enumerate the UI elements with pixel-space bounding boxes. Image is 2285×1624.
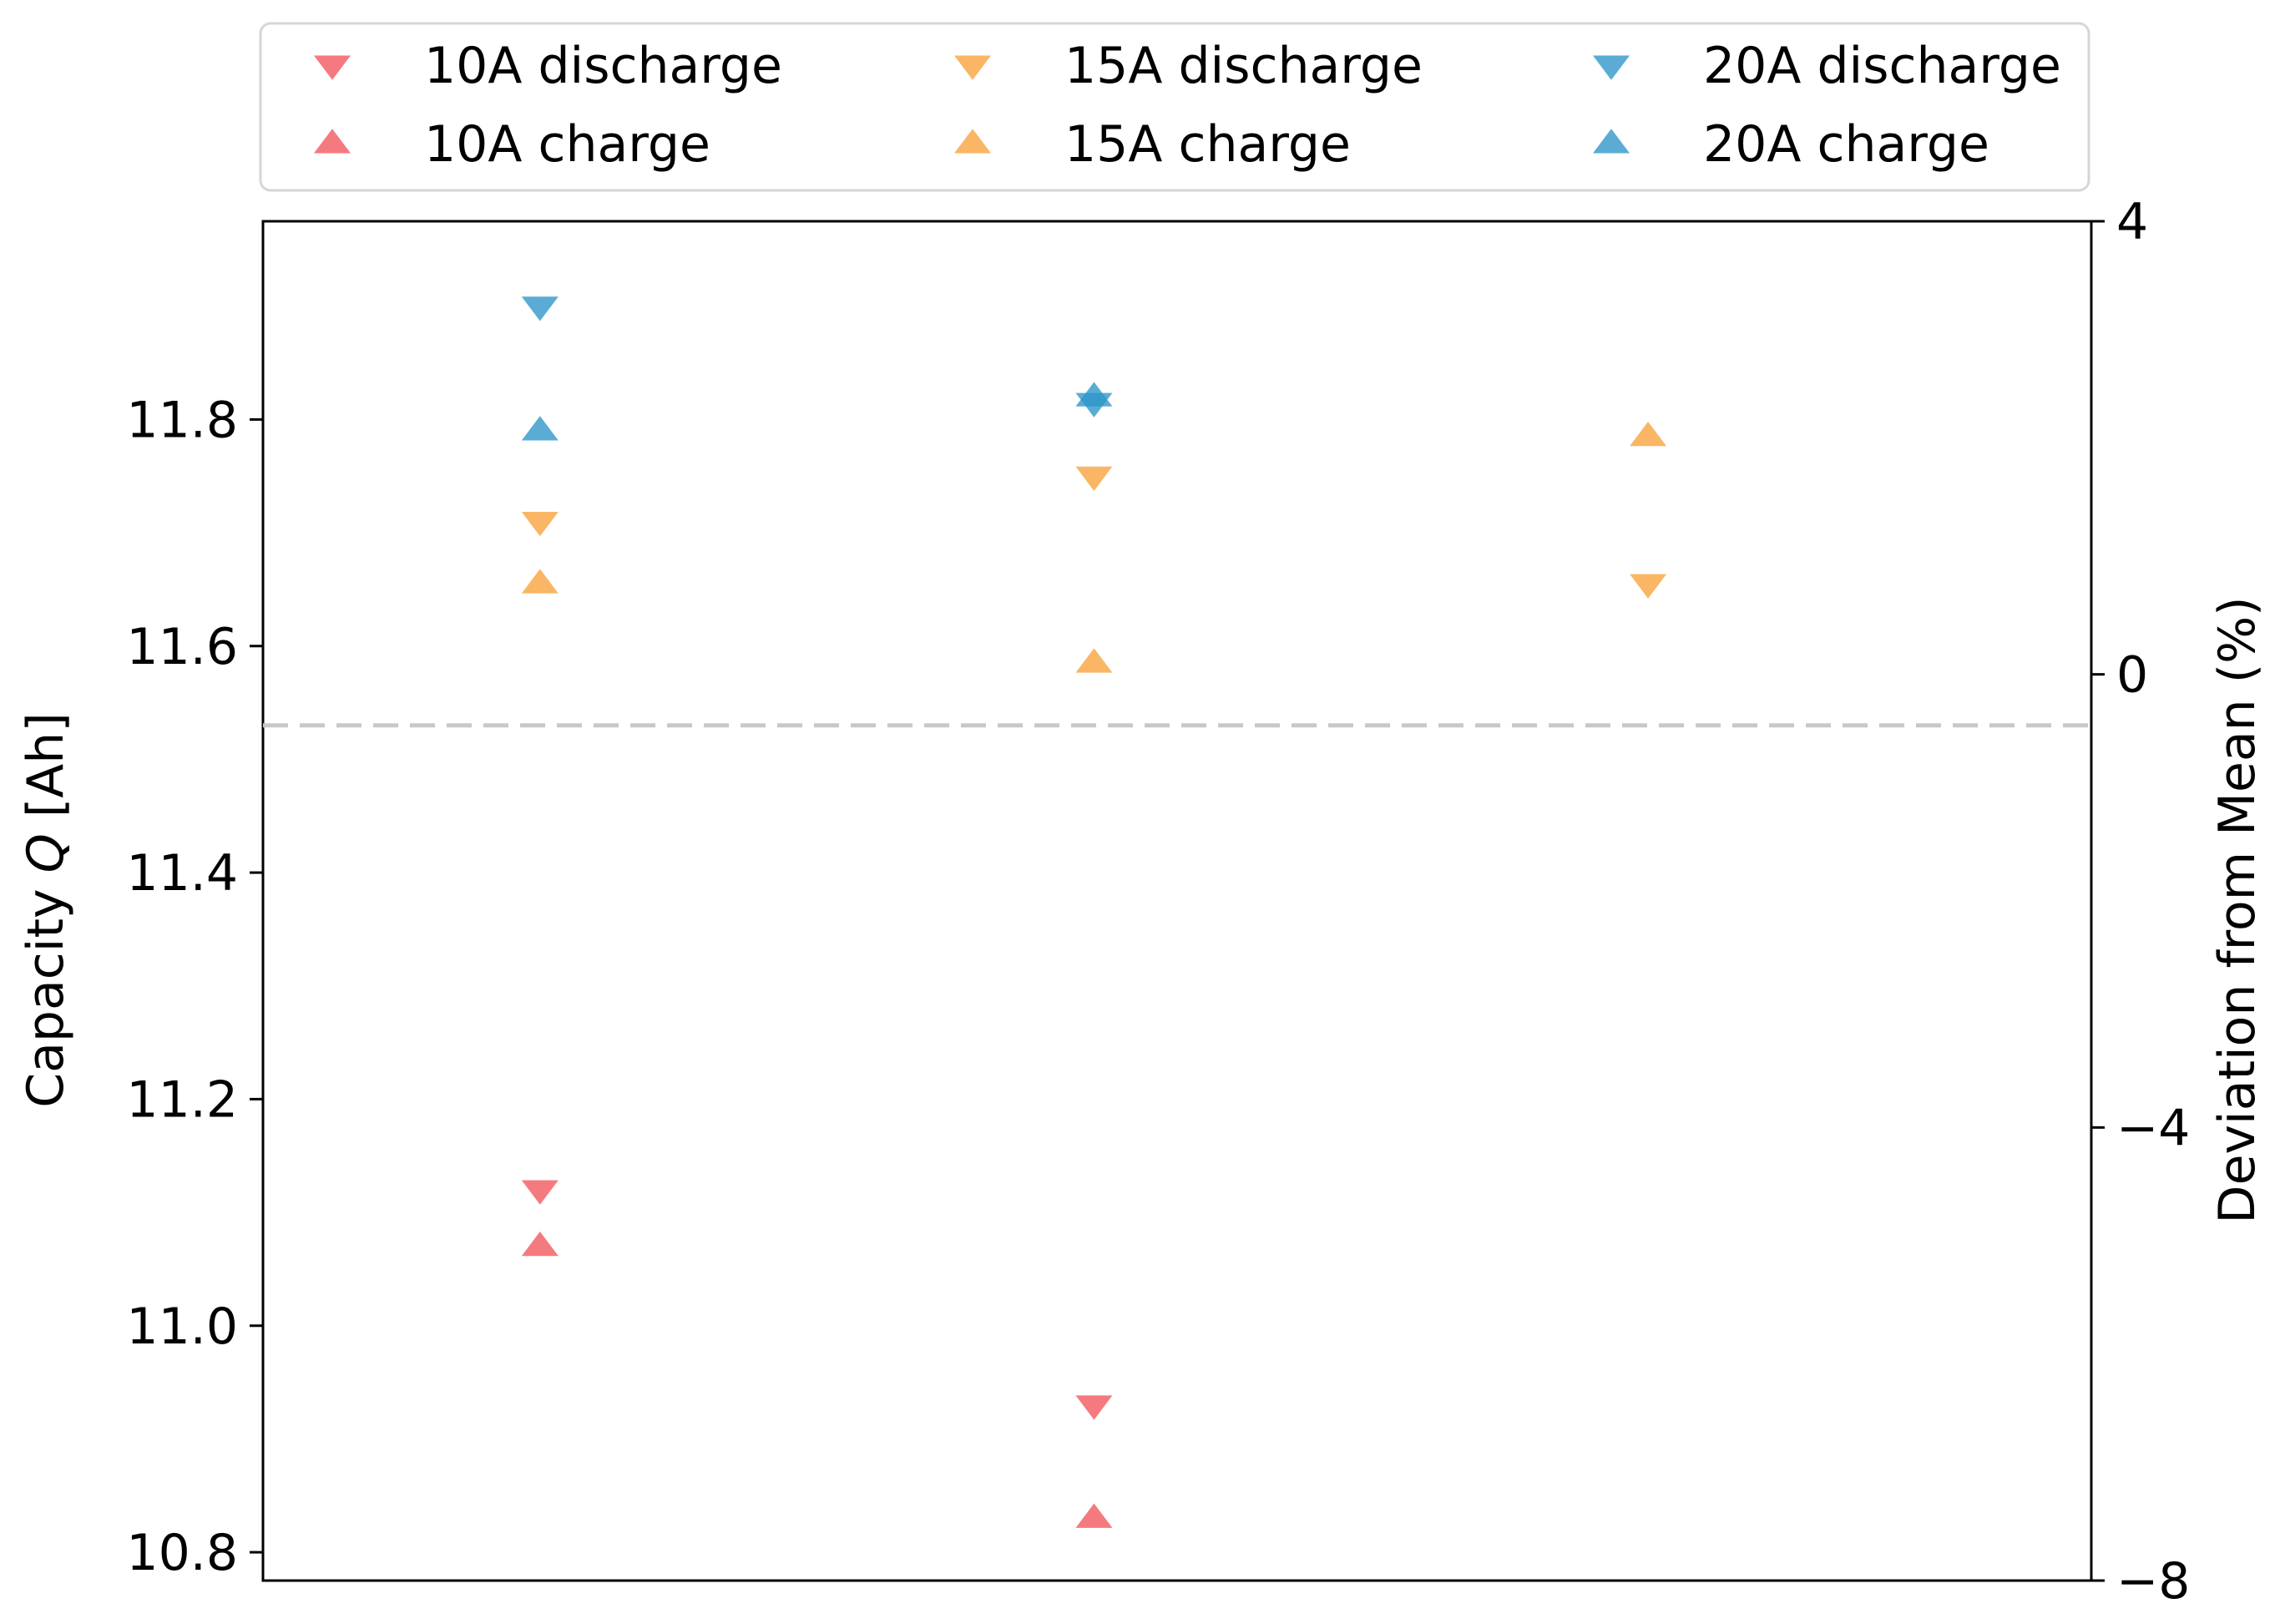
legend-item-10a-discharge: 10A discharge bbox=[314, 37, 782, 95]
plot-area bbox=[261, 220, 2093, 1582]
point-10a-discharge bbox=[1075, 1395, 1113, 1420]
point-15a-discharge bbox=[521, 512, 559, 537]
left-y-axis-title-prefix: Capacity bbox=[17, 873, 75, 1107]
right-tick-label: −4 bbox=[2116, 1099, 2190, 1157]
legend-label-15a-charge: 15A charge bbox=[1064, 115, 1351, 174]
legend-marker-10a-discharge bbox=[314, 55, 351, 80]
left-y-axis: 10.8 11.0 11.2 11.4 11.6 11.8 bbox=[126, 391, 263, 1582]
point-15a-discharge bbox=[1075, 466, 1113, 492]
point-15a-charge bbox=[1630, 422, 1667, 447]
point-10a-charge bbox=[1075, 1503, 1113, 1528]
left-y-axis-title-variable: Q bbox=[17, 833, 75, 873]
legend-box bbox=[259, 22, 2090, 192]
point-15a-charge bbox=[521, 569, 559, 594]
right-y-axis: −8 −4 0 4 bbox=[2091, 193, 2190, 1611]
legend-marker-10a-charge bbox=[314, 129, 351, 154]
right-tick-label: 0 bbox=[2116, 646, 2148, 705]
point-20a-charge bbox=[521, 416, 559, 441]
legend-label-20a-charge: 20A charge bbox=[1703, 115, 1989, 174]
left-tick-label: 11.8 bbox=[126, 391, 238, 449]
legend-marker-20a-charge bbox=[1593, 129, 1630, 154]
legend-item-10a-charge: 10A charge bbox=[314, 115, 710, 174]
legend-label-20a-discharge: 20A discharge bbox=[1703, 37, 2061, 95]
point-15a-discharge bbox=[1630, 574, 1667, 599]
data-points bbox=[521, 296, 1667, 1528]
left-y-axis-title-unit: [Ah] bbox=[17, 712, 75, 833]
legend-item-20a-discharge: 20A discharge bbox=[1593, 37, 2061, 95]
left-tick-label: 11.0 bbox=[126, 1298, 238, 1356]
right-y-axis-title: Deviation from Mean (%) bbox=[2208, 596, 2267, 1223]
left-tick-label: 11.2 bbox=[126, 1070, 238, 1129]
left-tick-label: 11.6 bbox=[126, 618, 238, 676]
point-10a-charge bbox=[521, 1232, 559, 1257]
legend-marker-15a-discharge bbox=[954, 55, 991, 80]
legend: 10A discharge 10A charge 15A discharge 15A … bbox=[259, 22, 2090, 192]
legend-item-15a-discharge: 15A discharge bbox=[954, 37, 1423, 95]
legend-label-10a-charge: 10A charge bbox=[424, 115, 710, 174]
point-20a-discharge bbox=[521, 296, 559, 321]
plot-frame bbox=[261, 220, 2093, 1582]
legend-marker-15a-charge bbox=[954, 129, 991, 154]
left-y-axis-title: Capacity Q [Ah] bbox=[17, 712, 75, 1107]
left-tick-label: 11.4 bbox=[126, 844, 238, 903]
point-10a-discharge bbox=[521, 1180, 559, 1205]
legend-label-10a-discharge: 10A discharge bbox=[424, 37, 782, 95]
right-tick-label: 4 bbox=[2116, 193, 2148, 251]
legend-item-20a-charge: 20A charge bbox=[1593, 115, 1989, 174]
legend-item-15a-charge: 15A charge bbox=[954, 115, 1351, 174]
right-tick-label: −8 bbox=[2116, 1552, 2190, 1611]
point-20a-charge bbox=[1075, 382, 1113, 407]
legend-label-15a-discharge: 15A discharge bbox=[1064, 37, 1423, 95]
legend-marker-20a-discharge bbox=[1593, 55, 1630, 80]
left-tick-label: 10.8 bbox=[126, 1524, 238, 1582]
point-15a-charge bbox=[1075, 648, 1113, 673]
